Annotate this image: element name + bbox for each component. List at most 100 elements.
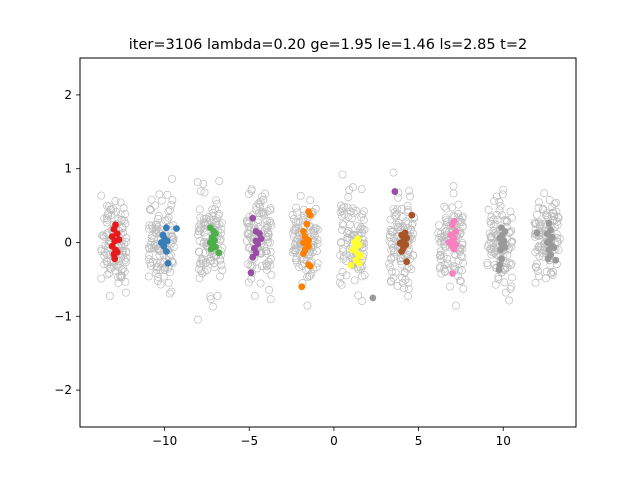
background-point: [336, 201, 345, 210]
background-point: [404, 219, 413, 228]
background-point: [265, 285, 274, 294]
background-point: [393, 282, 402, 290]
data-point: [497, 246, 505, 254]
background-point: [357, 223, 366, 232]
background-point: [313, 259, 322, 268]
background-point: [109, 204, 118, 213]
background-point: [505, 259, 514, 268]
background-point: [503, 217, 512, 225]
background-point: [553, 217, 562, 226]
background-point: [506, 207, 515, 216]
background-point: [548, 203, 557, 212]
background-point: [153, 220, 162, 229]
background-point: [289, 215, 298, 223]
background-point: [153, 222, 162, 231]
background-point: [442, 204, 451, 213]
background-point: [209, 302, 217, 311]
background-point: [436, 251, 445, 259]
background-point: [163, 190, 172, 199]
data-point: [256, 230, 263, 238]
background-point: [391, 268, 400, 277]
data-point: [347, 261, 355, 269]
background-point: [498, 190, 507, 199]
background-point: [195, 205, 204, 214]
background-point: [436, 238, 445, 247]
background-point: [216, 256, 225, 265]
background-point: [107, 210, 116, 219]
background-point: [288, 211, 297, 219]
background-point: [201, 258, 210, 267]
background-point: [446, 282, 454, 291]
background-point: [306, 196, 315, 205]
background-point: [531, 219, 540, 228]
background-point: [243, 217, 252, 226]
data-point: [162, 247, 170, 255]
background-point: [385, 259, 394, 268]
background-point: [552, 207, 561, 216]
background-point: [348, 183, 357, 192]
background-point: [535, 252, 544, 261]
background-point: [542, 211, 551, 220]
background-point: [532, 263, 541, 272]
background-point: [152, 269, 161, 278]
background-point: [210, 263, 219, 272]
background-point: [114, 273, 122, 282]
background-point: [207, 252, 215, 261]
background-point: [547, 212, 556, 221]
background-point: [389, 204, 398, 213]
background-point: [196, 259, 205, 268]
data-point: [249, 214, 257, 222]
background-point: [531, 248, 540, 257]
background-point: [492, 210, 501, 219]
background-point: [206, 295, 215, 304]
background-point: [393, 205, 402, 214]
chart-title: iter=3106 lambda=0.20 ge=1.95 le=1.46 ls…: [129, 37, 527, 53]
background-point: [535, 241, 544, 250]
background-point: [452, 301, 460, 310]
background-point: [256, 279, 265, 288]
background-point: [338, 206, 347, 215]
background-point: [200, 267, 209, 276]
background-point: [204, 213, 213, 222]
background-point: [292, 203, 300, 212]
background-point: [404, 250, 412, 259]
background-point: [385, 237, 394, 246]
background-point: [394, 218, 403, 227]
background-point: [313, 236, 322, 244]
background-point: [336, 208, 345, 217]
background-point: [502, 216, 511, 224]
background-point: [552, 198, 561, 207]
background-point: [212, 196, 221, 205]
background-point: [198, 257, 207, 266]
background-point: [451, 262, 460, 271]
background-point: [403, 250, 412, 259]
background-point: [448, 203, 456, 212]
background-point: [553, 237, 562, 246]
background-point: [348, 204, 357, 213]
background-point: [389, 168, 398, 177]
data-point: [552, 256, 560, 264]
background-point: [117, 215, 126, 224]
data-point: [452, 228, 460, 235]
background-point: [535, 198, 543, 207]
background-point: [291, 238, 300, 247]
background-point: [441, 227, 450, 236]
background-point: [164, 213, 173, 222]
background-point: [105, 264, 114, 273]
background-point: [103, 215, 112, 224]
data-point: [498, 255, 505, 263]
data-point: [495, 266, 503, 274]
background-point: [246, 233, 255, 242]
background-point: [387, 240, 396, 249]
background-point: [505, 296, 514, 305]
data-point: [533, 229, 541, 237]
background-point: [348, 214, 357, 223]
background-point: [338, 226, 346, 234]
background-point: [342, 271, 351, 280]
background-point: [354, 291, 363, 300]
background-point: [164, 207, 173, 216]
background-point: [340, 202, 349, 211]
background-point: [548, 271, 557, 279]
background-point: [385, 233, 394, 242]
